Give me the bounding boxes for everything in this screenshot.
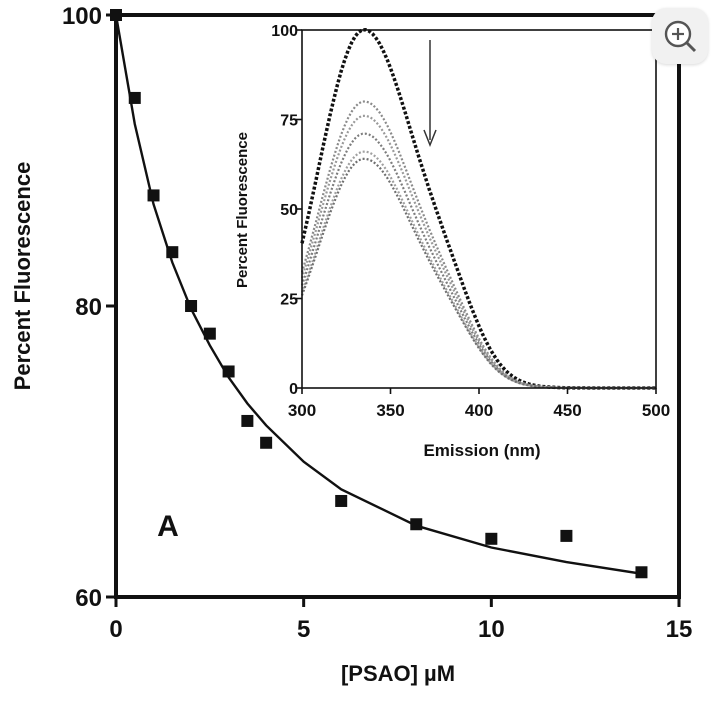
x-axis-title: [PSAO] µM (341, 661, 455, 686)
data-point (222, 365, 235, 378)
data-point (560, 529, 573, 542)
y-tick-label: 80 (75, 294, 102, 321)
x-tick-label: 5 (297, 616, 310, 643)
inset-y-tick-label: 75 (280, 113, 298, 130)
inset-y-tick-label: 0 (289, 381, 298, 398)
decrease-arrow (423, 40, 437, 148)
fit-curve (114, 14, 642, 575)
data-point (485, 532, 498, 545)
inset-y-tick-label: 100 (271, 23, 298, 40)
inset-x-tick-label: 400 (465, 401, 493, 420)
emission-spectrum (300, 100, 656, 390)
data-point (185, 300, 198, 312)
panel-label: A (157, 510, 179, 543)
data-point (260, 436, 273, 449)
inset-x-tick-label: 500 (642, 401, 670, 420)
inset-chart: 300 350 400 450 500 0 25 50 75 100 Percent Fluor… (234, 23, 670, 460)
inset-x-tick-label: 350 (376, 401, 404, 420)
inset-x-tick-label: 300 (288, 401, 316, 420)
data-point (203, 327, 216, 340)
inset-y-tick-label: 50 (280, 202, 298, 219)
inset-y-tick-label: 25 (280, 292, 298, 309)
inset-background (302, 30, 656, 388)
inset-y-axis-title: Percent Fluorescence (234, 132, 251, 288)
zoom-in-button[interactable] (652, 8, 708, 64)
y-axis-title: Percent Fluorescence (10, 162, 35, 391)
data-point (128, 91, 141, 104)
x-tick-label: 10 (478, 616, 505, 643)
y-tick-label: 100 (62, 3, 102, 30)
inset-x-tick-label: 450 (553, 401, 581, 420)
data-point (147, 189, 160, 202)
y-tick-label: 60 (75, 585, 102, 612)
data-point (635, 566, 648, 579)
data-point (335, 494, 348, 507)
data-point (241, 414, 254, 427)
inset-x-axis-title: Emission (nm) (423, 441, 540, 460)
main-chart: 0 5 10 15 60 80 100 Percent Fluorescence [PSA… (10, 3, 692, 686)
zoom-in-icon (664, 20, 697, 53)
emission-spectrum (300, 114, 656, 390)
data-point (410, 518, 423, 531)
x-tick-label: 15 (666, 616, 693, 643)
data-point (166, 246, 179, 259)
x-tick-label: 0 (109, 616, 122, 643)
